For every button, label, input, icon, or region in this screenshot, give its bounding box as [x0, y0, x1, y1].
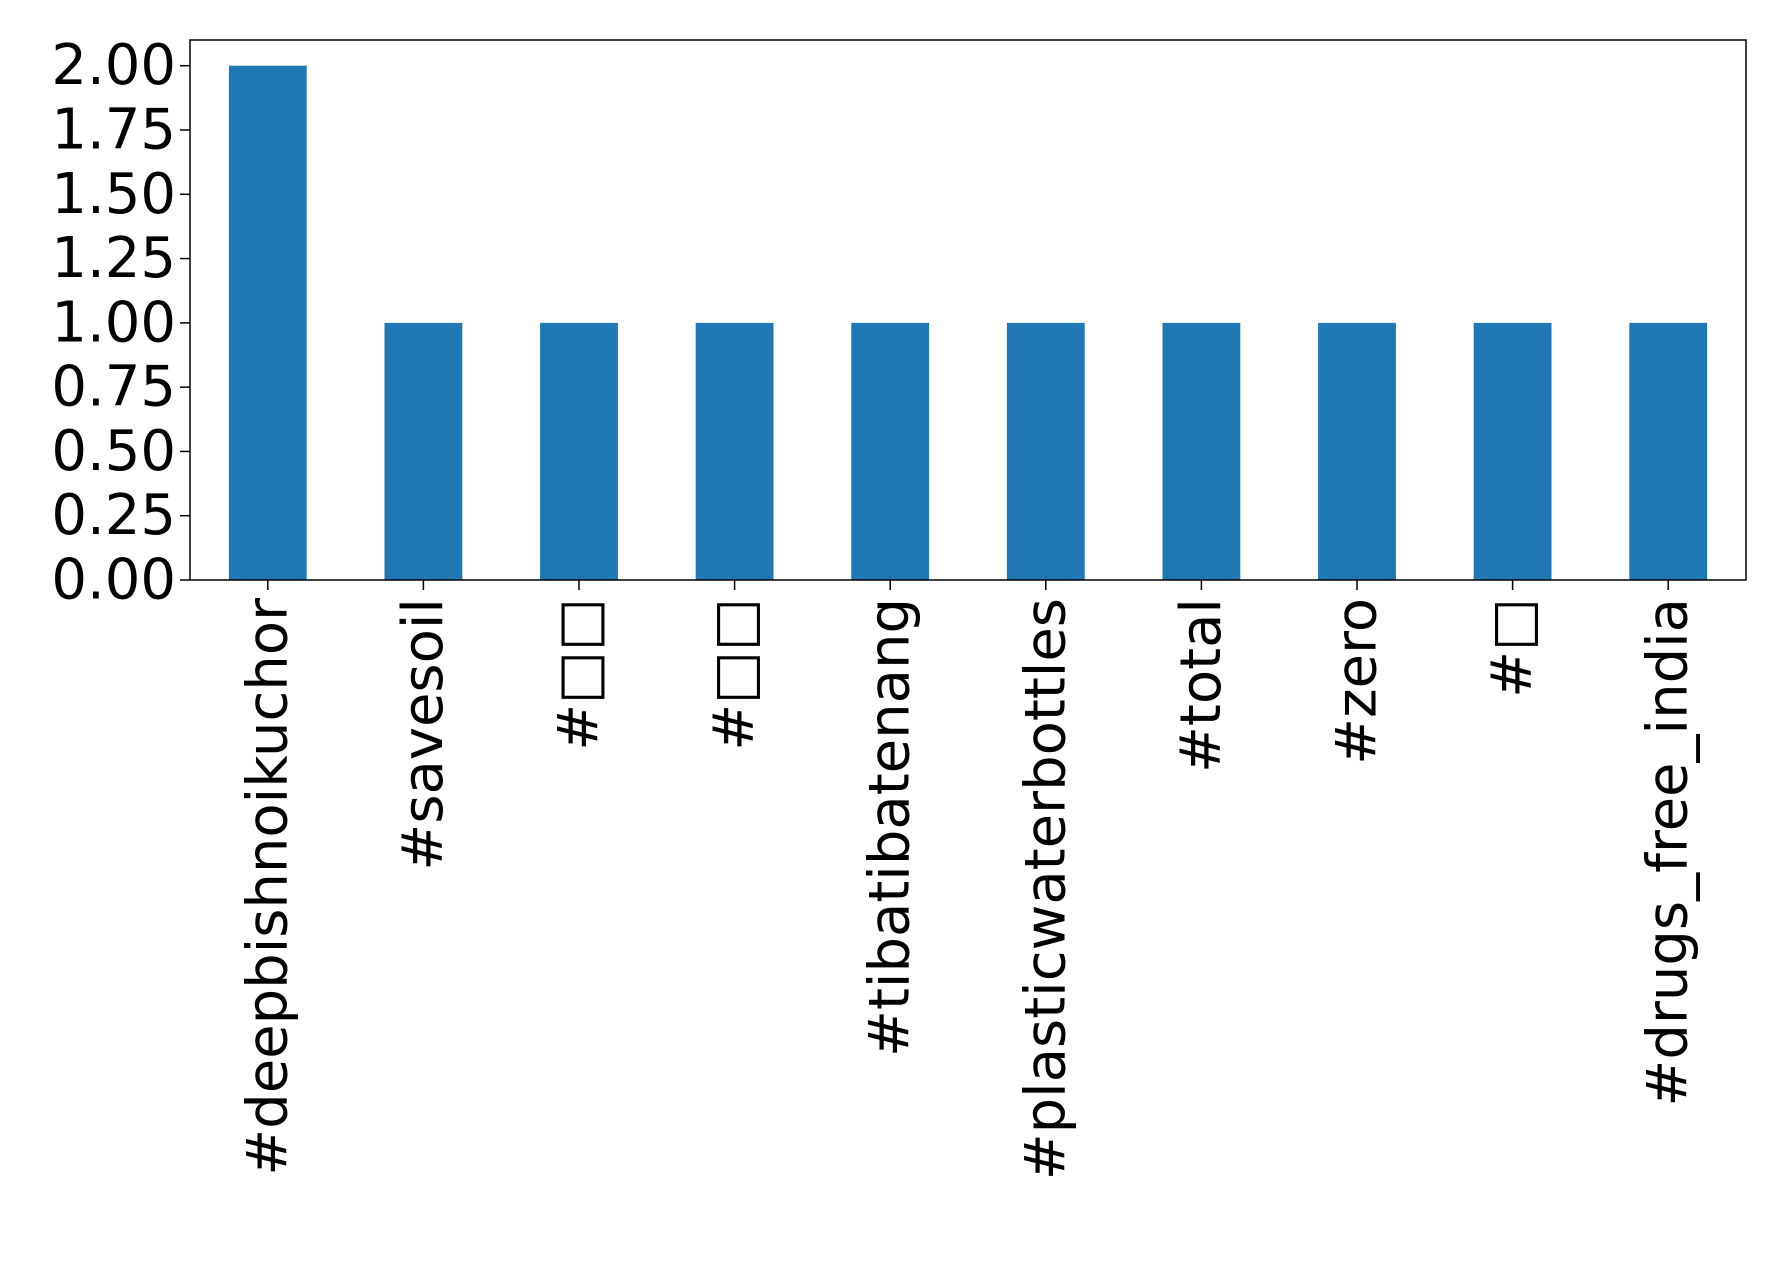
x-tick-label-0: #deepbishnoikuchor	[235, 597, 300, 1176]
bar-4	[851, 322, 930, 580]
bar-3	[695, 322, 774, 580]
y-tick-label-5: 1.25	[51, 226, 176, 291]
x-tick-label-6: #total	[1169, 598, 1234, 773]
y-tick-label-2: 0.50	[51, 419, 176, 484]
x-tick-label-9: #drugs_free_india	[1636, 598, 1701, 1107]
x-tick-label-3: #□□	[702, 598, 767, 751]
bar-7	[1318, 322, 1396, 580]
bar-5	[1006, 322, 1085, 580]
x-tick-label-4: #tibatibatenang	[858, 598, 923, 1057]
plot-frame	[189, 39, 1747, 581]
x-tick-label-2: #□□	[547, 598, 612, 751]
bars-group	[228, 65, 1708, 580]
bar-8	[1473, 322, 1552, 580]
bar-9	[1629, 322, 1708, 580]
y-tick-label-7: 1.75	[51, 98, 176, 163]
bar-1	[384, 322, 463, 580]
x-axis: #deepbishnoikuchor #savesoil #□□ #□□ #tibati…	[235, 580, 1701, 1180]
x-tick-label-5: #plasticwaterbottles	[1013, 598, 1078, 1180]
y-tick-label-0: 0.00	[51, 548, 176, 613]
y-tick-label-8: 2.00	[51, 33, 176, 98]
x-tick-label-8: #□	[1480, 598, 1545, 698]
y-tick-label-3: 0.75	[51, 355, 176, 420]
y-axis: 0.000.250.500.751.001.251.501.752.00	[51, 33, 190, 613]
y-tick-label-6: 1.50	[51, 162, 176, 227]
y-tick-label-4: 1.00	[51, 290, 176, 355]
bar-0	[228, 65, 307, 580]
bar-2	[540, 322, 618, 580]
x-tick-label-1: #savesoil	[391, 598, 456, 871]
y-tick-label-1: 0.25	[51, 483, 176, 548]
bar-6	[1162, 322, 1241, 580]
x-tick-label-7: #zero	[1325, 598, 1390, 765]
